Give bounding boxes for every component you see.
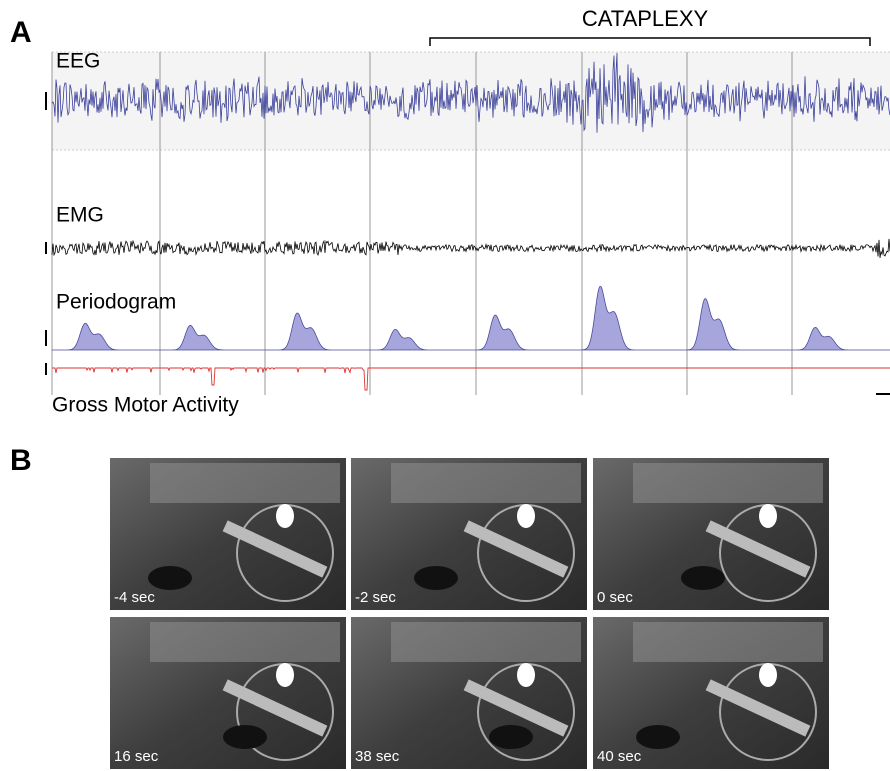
frame-label: 38 sec xyxy=(355,748,400,765)
bar-object xyxy=(222,520,328,578)
traces xyxy=(51,52,890,391)
cage-top xyxy=(633,463,823,503)
light xyxy=(517,504,535,528)
frame-label: -4 sec xyxy=(114,589,155,606)
mouse xyxy=(148,566,192,590)
bracket-label: CATAPLEXY xyxy=(582,6,709,31)
bar-object xyxy=(705,520,811,578)
bar-object xyxy=(463,520,569,578)
eeg-band xyxy=(52,52,890,150)
bar-object xyxy=(705,679,811,737)
mouse xyxy=(414,566,458,590)
video-frame: 40 sec xyxy=(593,617,829,769)
track-label: Gross Motor Activity xyxy=(52,394,239,417)
cage-top xyxy=(150,463,340,503)
track-label: Periodogram xyxy=(56,291,176,314)
frame-label: -2 sec xyxy=(355,589,396,606)
video-frame: 0 sec xyxy=(593,458,829,610)
frame-label: 40 sec xyxy=(597,748,642,765)
periodogram-area xyxy=(52,285,890,351)
cage-top xyxy=(391,622,581,662)
emg-trace xyxy=(51,238,890,258)
light xyxy=(759,504,777,528)
track-label: EMG xyxy=(56,204,104,227)
cage-top xyxy=(391,463,581,503)
bar-object xyxy=(222,679,328,737)
light xyxy=(517,663,535,687)
scale-bars xyxy=(45,92,890,395)
bracket xyxy=(429,37,871,46)
video-frame: -2 sec xyxy=(351,458,587,610)
light xyxy=(276,504,294,528)
cage-top xyxy=(633,622,823,662)
bar-object xyxy=(463,679,569,737)
light xyxy=(276,663,294,687)
motor-trace xyxy=(52,367,890,391)
video-frame: 16 sec xyxy=(110,617,346,769)
eeg-trace xyxy=(51,52,890,133)
panel-label: A xyxy=(10,16,32,49)
frame-label: 16 sec xyxy=(114,748,159,765)
frame-label: 0 sec xyxy=(597,589,633,606)
video-frames: -4 sec -2 sec 0 sec 16 sec 38 sec 40 sec xyxy=(110,458,829,769)
light xyxy=(759,663,777,687)
video-frame: -4 sec xyxy=(110,458,346,610)
mouse xyxy=(489,725,533,749)
cage-top xyxy=(150,622,340,662)
panel-label: B xyxy=(10,444,32,477)
mouse xyxy=(636,725,680,749)
track-label: EEG xyxy=(56,50,100,73)
mouse xyxy=(681,566,725,590)
video-frame: 38 sec xyxy=(351,617,587,769)
mouse xyxy=(223,725,267,749)
